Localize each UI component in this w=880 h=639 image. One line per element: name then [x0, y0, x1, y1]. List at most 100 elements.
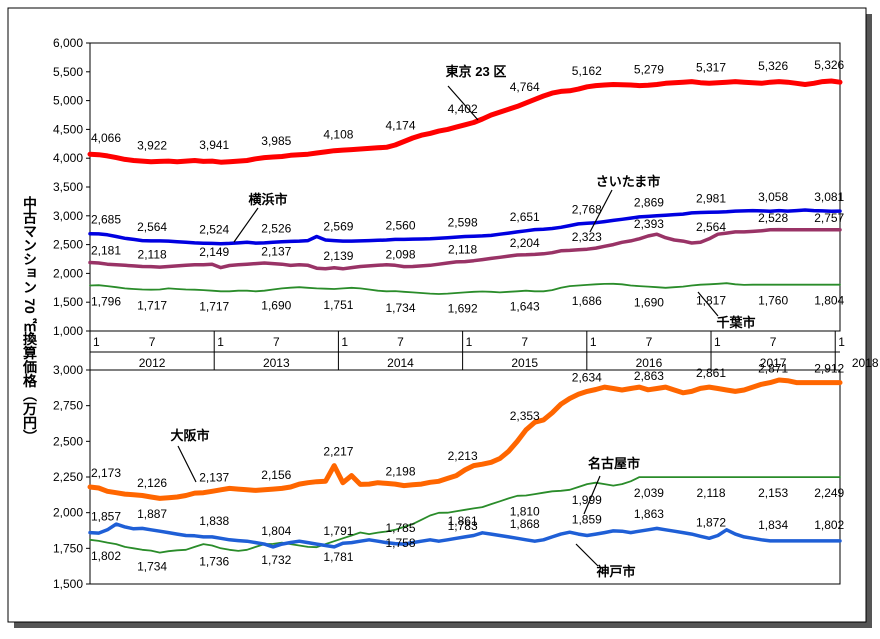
- data-label-nagoya: 1,758: [385, 536, 415, 550]
- data-label-osaka: 2,353: [510, 409, 540, 423]
- data-label-nagoya: 1,732: [261, 553, 291, 567]
- leader-line-nagoya: [583, 475, 601, 515]
- data-label-chiba: 1,796: [91, 294, 121, 308]
- data-label-chiba: 1,717: [137, 299, 167, 313]
- x-month-label: 1: [217, 335, 224, 349]
- top-panel: 1,000 1,500 2,000 2,500 3,000 3,500 4,000 4,500…: [53, 36, 845, 338]
- x-month-label: 1: [714, 335, 721, 349]
- bottom-y-tick-label: 1,500: [53, 577, 83, 591]
- data-label-nagoya: 1,810: [510, 505, 540, 519]
- data-label-yokohama: 2,524: [199, 222, 229, 236]
- data-label-kobe: 1,872: [696, 515, 726, 529]
- series-name-kobe: 神戸市: [596, 564, 635, 579]
- data-label-saitama: 2,118: [448, 243, 477, 257]
- data-label-yokohama: 2,560: [385, 218, 415, 232]
- top-y-tick-label: 5,500: [53, 65, 83, 79]
- data-label-nagoya: 2,249: [814, 486, 844, 500]
- data-label-saitama: 2,757: [814, 211, 844, 225]
- data-label-saitama: 2,137: [261, 245, 291, 259]
- data-label-saitama: 2,204: [510, 236, 540, 250]
- data-label-chiba: 1,734: [385, 301, 415, 315]
- data-label-chiba: 1,804: [814, 294, 844, 308]
- x-year-label: 2016: [636, 356, 663, 370]
- data-label-tokyo: 3,985: [261, 134, 291, 148]
- data-label-saitama: 2,098: [385, 248, 415, 262]
- data-label-osaka: 2,871: [758, 362, 788, 376]
- data-label-nagoya: 1,783: [448, 519, 478, 533]
- leader-line-yokohama: [233, 207, 259, 243]
- data-label-chiba: 1,690: [634, 296, 664, 310]
- data-label-osaka: 2,217: [323, 445, 353, 459]
- data-label-yokohama: 2,598: [448, 216, 478, 230]
- leader-line-osaka: [177, 445, 197, 483]
- top-y-tick-label: 2,000: [53, 266, 83, 280]
- x-month-label: 1: [93, 335, 100, 349]
- data-label-kobe: 1,802: [814, 518, 844, 532]
- data-label-tokyo: 5,317: [696, 60, 726, 74]
- x-month-label: 7: [646, 335, 653, 349]
- top-y-tick-label: 1,500: [53, 295, 83, 309]
- data-label-tokyo: 3,941: [199, 138, 229, 152]
- data-label-saitama: 2,181: [91, 243, 121, 257]
- x-month-label: 1: [341, 335, 348, 349]
- series-line-kobe: [88, 522, 842, 549]
- data-label-tokyo: 4,402: [448, 102, 478, 116]
- data-label-yokohama: 2,651: [510, 210, 540, 224]
- data-label-yokohama: 3,058: [758, 190, 788, 204]
- bottom-y-tick-label: 2,750: [53, 399, 83, 413]
- data-label-osaka: 2,126: [137, 476, 167, 490]
- data-label-chiba: 1,760: [758, 294, 788, 308]
- data-label-osaka: 2,137: [199, 470, 229, 484]
- data-label-yokohama: 2,526: [261, 221, 291, 235]
- data-label-chiba: 1,686: [572, 294, 602, 308]
- data-label-kobe: 1,834: [758, 518, 788, 532]
- data-label-chiba: 1,692: [448, 301, 478, 315]
- top-y-tick-label: 2,500: [53, 238, 83, 252]
- series-name-chiba: 千葉市: [716, 315, 755, 330]
- data-label-nagoya: 1,781: [323, 550, 353, 564]
- data-label-tokyo: 5,326: [758, 59, 788, 73]
- data-label-saitama: 2,393: [634, 217, 664, 231]
- bottom-panel: 1,500 1,750 2,000 2,250 2,500 2,750 3,000 2,173…: [53, 362, 845, 591]
- data-label-yokohama: 3,081: [814, 190, 844, 204]
- x-axis-labels: 1 7 1 7 1 7 1 7 1 7 1 7 1 2012 2013 2014 2015 2016 2017 201…: [89, 331, 879, 370]
- series-line-nagoya: [89, 476, 841, 554]
- data-label-saitama: 2,139: [323, 249, 353, 263]
- bottom-y-tick-label: 3,000: [53, 363, 83, 377]
- x-month-label: 1: [590, 335, 597, 349]
- bottom-y-tick-label: 1,750: [53, 541, 83, 555]
- bottom-y-tick-label: 2,000: [53, 506, 83, 520]
- data-label-yokohama: 2,981: [696, 191, 726, 205]
- x-year-label: 2018: [852, 356, 879, 370]
- data-label-kobe: 1,887: [137, 507, 167, 521]
- data-label-nagoya: 2,153: [758, 486, 788, 500]
- data-label-chiba: 1,817: [696, 293, 726, 307]
- top-y-tick-label: 3,000: [53, 209, 83, 223]
- top-y-tick-label: 6,000: [53, 36, 83, 50]
- data-label-nagoya: 1,802: [91, 549, 121, 563]
- data-label-nagoya: 2,039: [634, 486, 664, 500]
- data-label-tokyo: 4,066: [91, 131, 121, 145]
- data-label-kobe: 1,857: [91, 510, 121, 524]
- data-label-yokohama: 2,569: [323, 220, 353, 234]
- leader-line-saitama: [589, 189, 613, 233]
- data-label-nagoya: 1,734: [137, 560, 167, 574]
- data-label-saitama: 2,528: [758, 211, 788, 225]
- data-label-saitama: 2,564: [696, 220, 726, 234]
- data-label-osaka: 2,634: [572, 370, 602, 384]
- data-label-yokohama: 2,869: [634, 195, 664, 209]
- series-name-osaka: 大阪市: [170, 428, 209, 443]
- data-label-osaka: 2,912: [814, 362, 844, 376]
- series-name-saitama: さいたま市: [596, 174, 661, 189]
- data-label-osaka: 2,156: [261, 468, 291, 482]
- data-label-osaka: 2,173: [91, 466, 121, 480]
- series-line-saitama: [88, 227, 842, 271]
- top-y-tick-label: 1,000: [53, 324, 83, 338]
- y-axis-title: 中古マンション 70 ㎡換算価格（万円）: [22, 196, 38, 444]
- series-name-tokyo: 東京 23 区: [446, 64, 507, 79]
- data-label-chiba: 1,751: [323, 298, 353, 312]
- leader-line-tokyo: [447, 85, 479, 121]
- data-label-kobe: 1,804: [261, 524, 291, 538]
